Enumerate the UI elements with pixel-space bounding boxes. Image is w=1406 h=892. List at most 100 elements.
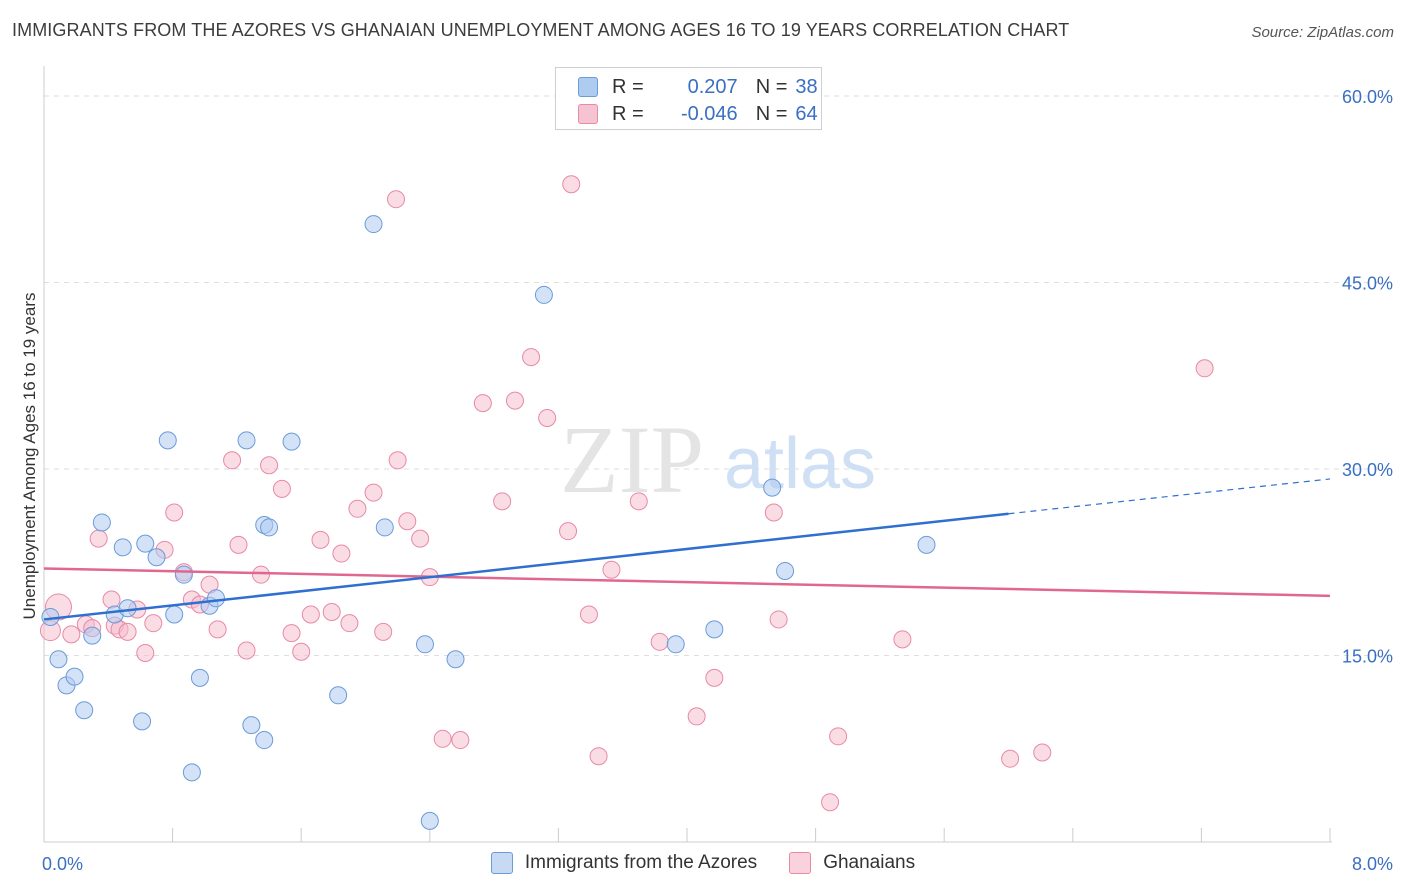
ghanaians-point	[272, 479, 291, 498]
azores-point	[65, 667, 84, 686]
ghanaians-point	[252, 565, 271, 584]
ghanaians-point	[893, 630, 912, 649]
azores-point	[147, 548, 166, 567]
azores-point	[113, 538, 132, 557]
azores-point	[165, 605, 184, 624]
ghanaians-point	[829, 727, 848, 746]
ghanaians-point	[62, 625, 81, 644]
ghanaians-point	[144, 614, 163, 633]
azores-point	[534, 285, 553, 304]
ghanaians-point	[579, 605, 598, 624]
r-label: R =	[612, 102, 644, 125]
chart-title: IMMIGRANTS FROM THE AZORES VS GHANAIAN U…	[12, 20, 1070, 40]
ghanaians-point	[505, 391, 524, 410]
y-tick-label: 45.0%	[1342, 274, 1393, 294]
y-tick-label: 15.0%	[1342, 647, 1393, 667]
azores-point	[446, 650, 465, 669]
azores-point	[174, 565, 193, 584]
legend-item-azores[interactable]: Immigrants from the Azores	[490, 852, 758, 874]
ghanaians-point	[229, 535, 248, 554]
azores-point	[242, 716, 261, 735]
azores-point	[763, 478, 782, 497]
ghanaians-point	[208, 620, 227, 639]
ghanaians-point	[301, 605, 320, 624]
azores-point	[420, 811, 439, 830]
ghanaians-point	[705, 668, 724, 687]
azores-point	[260, 518, 279, 537]
ghanaians-point	[821, 793, 840, 812]
ghanaians-point	[493, 492, 512, 511]
n-value: 64	[795, 102, 818, 125]
azores-swatch	[578, 77, 598, 97]
legend-label-azores: Immigrants from the Azores	[524, 852, 758, 873]
ghanaians-point	[589, 747, 608, 766]
ghanaians-point	[374, 622, 393, 641]
azores-trend-extension	[1008, 478, 1331, 515]
azores-point	[75, 701, 94, 720]
watermark-zip: ZIP	[560, 406, 704, 513]
ghanaians-swatch	[578, 104, 598, 124]
r-value: 0.207	[687, 75, 738, 98]
ghanaians-point	[364, 483, 383, 502]
ghanaians-point	[237, 641, 256, 660]
n-label: N =	[755, 102, 788, 125]
ghanaians-point	[311, 530, 330, 549]
ghanaians-point	[522, 348, 541, 367]
stats-row-azores: R = 0.207 N = 38	[578, 74, 818, 100]
azores-point	[182, 763, 201, 782]
ghanaians-point	[411, 529, 430, 548]
ghanaians-point	[602, 560, 621, 579]
ghanaians-point	[1195, 359, 1214, 378]
n-value: 38	[795, 75, 818, 98]
azores-point	[375, 518, 394, 537]
ghanaians-point	[89, 529, 108, 548]
ghanaians-point	[562, 175, 581, 194]
azores-trend-line	[43, 512, 1009, 621]
ghanaians-point	[223, 451, 242, 470]
ghanaians-point	[388, 451, 407, 470]
ghanaians-point	[340, 614, 359, 633]
azores-point	[207, 589, 226, 608]
azores-point	[255, 731, 274, 750]
series-ghanaians-points	[39, 175, 1214, 812]
legend-swatch-azores	[490, 852, 513, 874]
azores-point	[415, 635, 434, 654]
chart-legend: Immigrants from the Azores Ghanaians	[0, 852, 1406, 874]
ghanaians-point	[102, 590, 121, 609]
ghanaians-point	[473, 394, 492, 413]
trend-lines	[43, 478, 1331, 621]
legend-item-ghanaians[interactable]: Ghanaians	[789, 852, 915, 874]
azores-point	[92, 513, 111, 532]
ghanaians-point	[387, 190, 406, 209]
legend-label-ghanaians: Ghanaians	[823, 852, 916, 873]
ghanaians-point	[136, 644, 155, 663]
ghanaians-point	[348, 499, 367, 518]
ghanaians-point	[764, 503, 783, 522]
azores-point	[329, 686, 348, 705]
ghanaians-point	[282, 624, 301, 643]
azores-point	[158, 431, 177, 450]
stats-row-ghanaians: R = -0.046 N = 64	[578, 101, 818, 127]
ghanaians-point	[260, 456, 279, 475]
ghanaians-point	[433, 729, 452, 748]
ghanaians-point	[1001, 749, 1020, 768]
series-azores-points	[41, 215, 936, 830]
watermark-atlas: atlas	[724, 424, 876, 504]
ghanaians-point	[769, 610, 788, 629]
azores-point	[83, 626, 102, 645]
tick-labels: 15.0% 30.0% 45.0% 60.0% 0.0% 8.0%	[42, 87, 1393, 874]
azores-point	[282, 432, 301, 451]
ghanaians-point	[629, 492, 648, 511]
axes	[43, 66, 1332, 843]
r-value: -0.046	[680, 102, 738, 125]
azores-point	[49, 650, 68, 669]
ghanaians-point	[398, 512, 417, 531]
r-label: R =	[612, 75, 644, 98]
azores-point	[118, 599, 137, 618]
ghanaians-point	[118, 622, 137, 641]
source-label: Source: ZipAtlas.com	[1251, 24, 1394, 41]
ghanaians-point	[650, 632, 669, 651]
ghanaians-point	[165, 503, 184, 522]
azores-point	[133, 712, 152, 731]
